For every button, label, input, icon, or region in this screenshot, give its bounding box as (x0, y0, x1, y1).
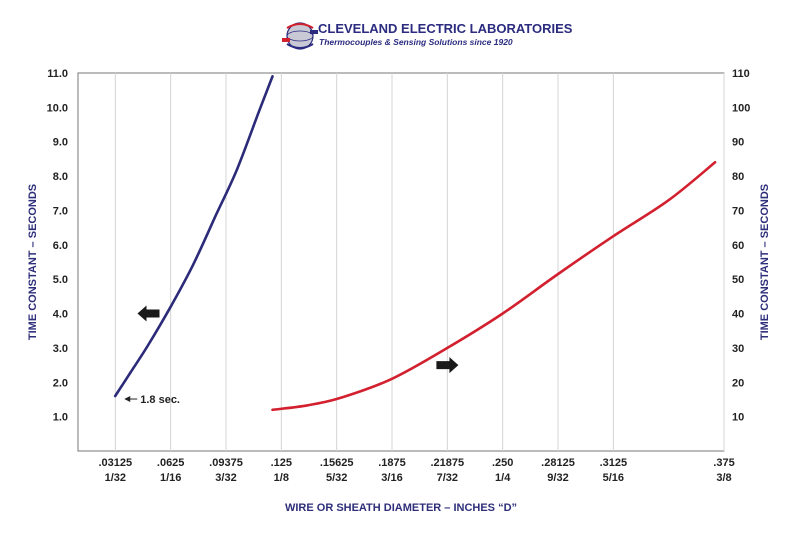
x-tick-label-decimal: .3125 (600, 457, 628, 469)
x-tick-label-decimal: .1875 (378, 457, 406, 469)
y-tick-label-right: 70 (732, 205, 744, 217)
annotation: 1.8 sec. (124, 394, 180, 406)
grid (114, 73, 725, 451)
x-tick-label-decimal: .0625 (157, 457, 185, 469)
annotation-arrow-head (124, 396, 131, 403)
x-axis-ticks: .03125 1/32 .0625 1/16 .09375 3/32 .125 1/8 .156… (99, 457, 735, 484)
x-tick-label-fraction: 3/32 (215, 472, 236, 484)
arrow-right-icon (436, 357, 459, 374)
y-tick-label-left: 10.0 (47, 102, 68, 114)
y-axis-left-title: TIME CONSTANT – SECONDS (27, 184, 39, 340)
x-tick-label-decimal: .15625 (320, 457, 354, 469)
y-tick-label-right: 50 (732, 274, 744, 286)
series-line-right-axis (271, 161, 717, 412)
x-axis-title: WIRE OR SHEATH DIAMETER – INCHES “D” (285, 502, 517, 514)
x-tick-label-fraction: 1/8 (274, 472, 289, 484)
x-tick-label-decimal: .250 (492, 457, 513, 469)
y-axis-right-title: TIME CONSTANT – SECONDS (759, 184, 771, 340)
annotations: 1.8 sec. (124, 305, 459, 406)
annotation-label: 1.8 sec. (140, 394, 180, 406)
x-tick-label-decimal: .375 (713, 457, 734, 469)
y-tick-label-right: 110 (732, 68, 750, 80)
y-tick-label-left: 1.0 (53, 412, 68, 424)
y-tick-label-right: 40 (732, 309, 744, 321)
y-tick-label-left: 4.0 (53, 309, 68, 321)
x-tick-label-decimal: .09375 (209, 457, 243, 469)
plot-area (77, 72, 725, 452)
y-tick-label-right: 30 (732, 343, 744, 355)
x-tick-label-fraction: 1/16 (160, 472, 181, 484)
x-tick-label-fraction: 5/32 (326, 472, 347, 484)
y-tick-label-left: 8.0 (53, 171, 68, 183)
y-tick-label-right: 60 (732, 240, 744, 252)
y-tick-label-right: 80 (732, 171, 744, 183)
arrow-left-icon (137, 305, 160, 322)
x-tick-label-fraction: 9/32 (547, 472, 568, 484)
y-tick-label-left: 9.0 (53, 137, 68, 149)
x-tick-label-fraction: 1/32 (105, 472, 126, 484)
brand-name: CLEVELAND ELECTRIC LABORATORIES (318, 21, 573, 36)
y-tick-label-right: 20 (732, 377, 744, 389)
x-tick-label-fraction: 7/32 (437, 472, 458, 484)
x-tick-label-decimal: .03125 (99, 457, 133, 469)
globe-plug-logo-icon (282, 22, 318, 50)
y-tick-label-left: 6.0 (53, 240, 68, 252)
y-tick-label-left: 11.0 (47, 68, 68, 80)
x-tick-label-fraction: 1/4 (495, 472, 511, 484)
series (113, 75, 717, 412)
y-tick-label-right: 100 (732, 102, 750, 114)
x-tick-label-fraction: 3/16 (381, 472, 402, 484)
y-tick-label-right: 90 (732, 137, 744, 149)
y-tick-label-left: 3.0 (53, 343, 68, 355)
brand-tagline: Thermocouples & Sensing Solutions since … (319, 37, 513, 47)
x-tick-label-fraction: 3/8 (716, 472, 731, 484)
x-tick-label-fraction: 5/16 (603, 472, 624, 484)
y-tick-label-left: 5.0 (53, 274, 68, 286)
y-tick-label-right: 10 (732, 412, 744, 424)
series-line-left-axis (113, 75, 274, 398)
y-axis-right-ticks: 10 20 30 40 50 60 70 80 90 100 110 (732, 68, 750, 424)
y-axis-left-ticks: 1.0 2.0 3.0 4.0 5.0 6.0 7.0 8.0 9.0 10.0 11.0 (47, 68, 68, 424)
x-tick-label-decimal: .21875 (431, 457, 465, 469)
y-tick-label-left: 7.0 (53, 205, 68, 217)
x-tick-label-decimal: .125 (271, 457, 292, 469)
y-tick-label-left: 2.0 (53, 377, 68, 389)
brand-logo: CLEVELAND ELECTRIC LABORATORIES Thermoco… (282, 21, 573, 50)
x-tick-label-decimal: .28125 (541, 457, 575, 469)
